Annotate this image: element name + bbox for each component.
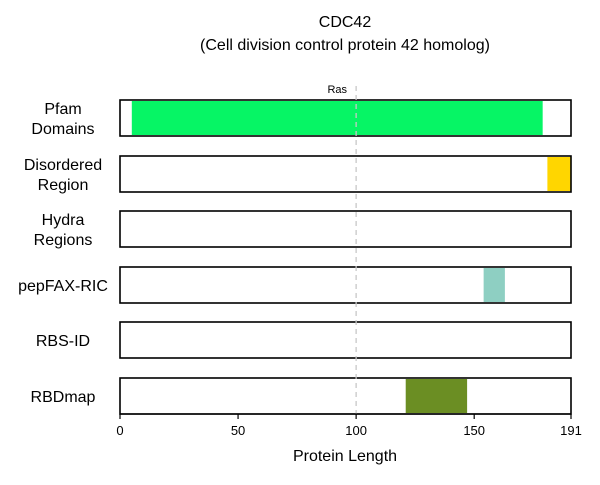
- row-label-4-0: RBS-ID: [36, 333, 90, 350]
- track-frame-4: [119, 321, 572, 359]
- row-label-1-1: Region: [38, 177, 89, 194]
- x-tick-label-1: 50: [231, 423, 245, 438]
- segment-bar-5-0: [405, 379, 468, 413]
- row-label-1-0: Disordered: [24, 157, 102, 174]
- plot-area: Ras Pfam Domains Disordered Region Hydra Regio…: [18, 84, 582, 438]
- x-tick-label-3: 150: [463, 423, 485, 438]
- x-tick-label-4: 191: [560, 423, 582, 438]
- track-frame-3: [119, 266, 572, 304]
- segment-label-0-0: Ras: [327, 84, 347, 96]
- track-frame-0: [119, 99, 572, 137]
- x-tick-label-2: 100: [345, 423, 367, 438]
- row-label-2-0: Hydra: [42, 212, 85, 229]
- chart-subtitle: (Cell division control protein 42 homolo…: [200, 37, 490, 54]
- track-frame-1: [119, 155, 572, 193]
- row-label-5-0: RBDmap: [31, 389, 96, 406]
- x-tick-label-0: 0: [116, 423, 123, 438]
- row-label-0-1: Domains: [31, 121, 94, 138]
- track-frame-2: [119, 210, 572, 248]
- segment-bar-1-0: [547, 157, 571, 191]
- row-label-3-0: pepFAX-RIC: [18, 278, 108, 295]
- chart-title: CDC42: [319, 14, 372, 31]
- track-frame-5: [119, 377, 572, 415]
- row-label-0-0: Pfam: [44, 101, 81, 118]
- row-label-2-1: Regions: [34, 232, 93, 249]
- segment-bar-0-0: [131, 101, 543, 135]
- x-axis-label: Protein Length: [293, 448, 397, 465]
- segment-bar-3-0: [483, 268, 505, 302]
